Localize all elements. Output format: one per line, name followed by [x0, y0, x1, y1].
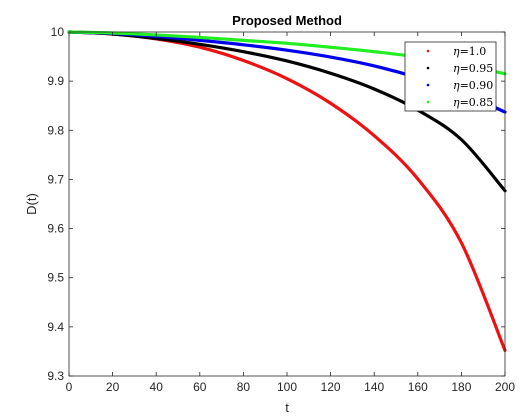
y-tick-label: 9.8: [47, 123, 64, 137]
legend-value-1: =1.0: [460, 45, 487, 58]
y-axis: 9.3 9.4 9.5 9.6 9.7 9.8 9.9 10: [47, 25, 505, 383]
y-tick-label: 9.5: [47, 271, 64, 285]
x-tick-label: 20: [106, 380, 120, 394]
y-tick-label: 9.4: [47, 320, 64, 334]
legend-box: [404, 41, 497, 112]
legend-eta-2: η: [453, 62, 460, 75]
legend-eta-4: η: [453, 96, 460, 109]
legend-label-1: η=1.0: [453, 45, 486, 58]
x-tick-label: 200: [495, 380, 515, 394]
x-tick-label: 80: [237, 380, 251, 394]
y-tick-label: 9.7: [47, 172, 64, 186]
legend-label-2: η=0.95: [453, 62, 493, 75]
legend-value-2: =0.95: [460, 62, 494, 75]
legend-value-3: =0.90: [460, 79, 494, 92]
chart-title: Proposed Method: [232, 13, 342, 28]
x-tick-label: 0: [66, 380, 73, 394]
x-tick-label: 100: [277, 380, 297, 394]
legend: η=1.0 η=0.95 η=0.90 η=0.85: [404, 41, 497, 112]
y-tick-label: 10: [51, 25, 65, 39]
x-axis: 0 20 40 60 80 100 120 140 160 180 200: [66, 32, 515, 394]
x-axis-label: t: [285, 400, 289, 415]
y-tick-label: 9.3: [47, 369, 64, 383]
x-tick-label: 180: [451, 380, 471, 394]
x-tick-label: 60: [193, 380, 207, 394]
legend-marker-2: [426, 66, 430, 70]
legend-value-4: =0.85: [460, 96, 494, 109]
x-tick-label: 160: [408, 380, 428, 394]
x-tick-label: 40: [150, 380, 164, 394]
legend-marker-1: [426, 49, 430, 53]
x-tick-label: 120: [321, 380, 341, 394]
y-tick-label: 9.6: [47, 222, 64, 236]
legend-label-3: η=0.90: [453, 79, 493, 92]
y-tick-label: 9.9: [47, 74, 64, 88]
y-axis-label: D(t): [24, 193, 39, 215]
legend-eta-3: η: [453, 79, 460, 92]
legend-label-4: η=0.85: [453, 96, 493, 109]
legend-eta-1: η: [453, 45, 460, 58]
legend-marker-3: [426, 83, 430, 87]
legend-marker-4: [426, 100, 430, 104]
x-tick-label: 140: [364, 380, 384, 394]
